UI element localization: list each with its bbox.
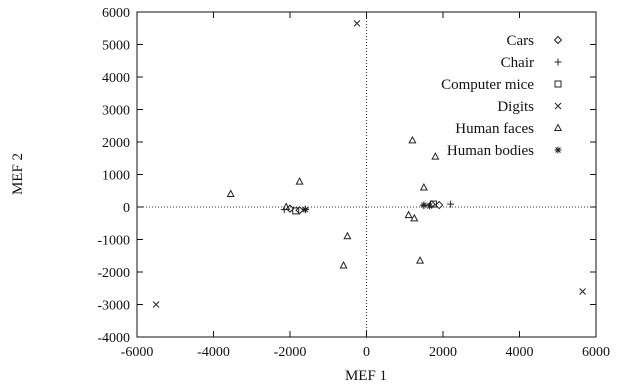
- point-human-faces: [410, 213, 419, 222]
- legend-marker-cars: [553, 35, 563, 45]
- x-tick-label: -6000: [121, 345, 154, 360]
- point-human-faces: [339, 260, 348, 269]
- x-tick-label: 6000: [582, 345, 610, 360]
- point-human-faces: [282, 202, 291, 210]
- point-human-faces: [419, 182, 428, 191]
- point-digits: [353, 20, 361, 27]
- point-human-faces: [226, 189, 235, 197]
- legend-marker-digits: [554, 102, 562, 110]
- point-chair: [447, 200, 455, 208]
- legend-marker-computer-mice: [554, 80, 562, 88]
- point-human-faces: [408, 135, 417, 144]
- y-tick-label: 1000: [102, 169, 130, 184]
- legend-label-digits: Digits: [497, 99, 534, 115]
- data-points: [152, 20, 586, 308]
- x-tick-label: 0: [363, 345, 370, 360]
- y-tick-label: 4000: [102, 71, 130, 86]
- point-digits: [152, 301, 160, 308]
- point-computer-mice: [292, 207, 300, 215]
- legend-marker-chair: [554, 58, 562, 66]
- y-tick-label: 6000: [102, 6, 130, 21]
- legend-label-cars: Cars: [507, 33, 535, 49]
- legend-marker-human-faces: [553, 123, 563, 131]
- legend-marker-human-bodies: [554, 146, 562, 154]
- x-axis-label: MEF 1: [345, 368, 387, 384]
- point-human-bodies: [301, 206, 309, 214]
- x-tick-label: -4000: [197, 345, 230, 360]
- point-human-faces: [295, 177, 304, 185]
- legend-label-chair: Chair: [501, 55, 534, 71]
- y-tick-label: -3000: [97, 299, 130, 314]
- point-human-faces: [404, 210, 413, 219]
- y-tick-label: 0: [123, 201, 130, 216]
- y-tick-label: -2000: [97, 266, 130, 281]
- point-digits: [579, 288, 586, 295]
- point-human-bodies: [426, 202, 434, 210]
- point-human-faces: [343, 231, 352, 240]
- zero-lines: [137, 12, 596, 337]
- point-human-faces: [431, 152, 440, 160]
- legend: Cars Chair Computer mice Digits Human faces H…: [441, 33, 563, 159]
- legend-label-human-bodies: Human bodies: [447, 143, 534, 159]
- y-tick-label: 3000: [102, 104, 130, 119]
- point-computer-mice: [429, 200, 437, 208]
- x-tick-label: -2000: [274, 345, 307, 360]
- point-human-faces: [416, 256, 425, 264]
- y-tick-label: 5000: [102, 39, 130, 54]
- point-human-bodies: [420, 201, 428, 209]
- y-tick-label: -1000: [97, 234, 130, 249]
- y-tick-label: 2000: [102, 136, 130, 151]
- legend-label-human-faces: Human faces: [455, 121, 534, 137]
- legend-label-computer-mice: Computer mice: [441, 77, 534, 93]
- y-tick-label: -4000: [97, 331, 130, 346]
- axis-ticks: -6000 -4000 -2000 0 2000 4000 6000-4000-3000-2…: [97, 6, 610, 360]
- y-axis-label: MEF 2: [10, 153, 26, 195]
- x-tick-label: 2000: [429, 345, 457, 360]
- x-tick-label: 4000: [506, 345, 534, 360]
